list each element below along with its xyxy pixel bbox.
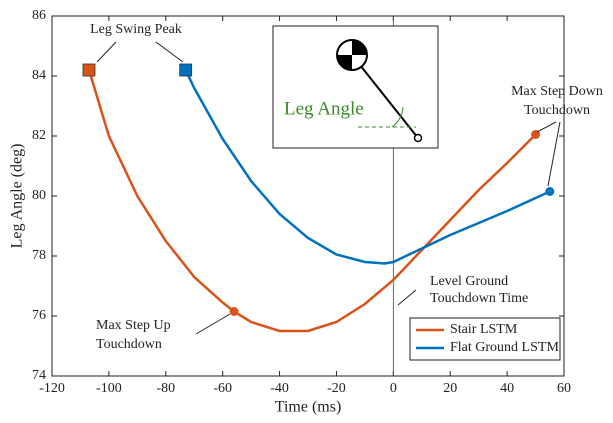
- marker: [83, 64, 95, 76]
- pointer: [156, 42, 183, 62]
- y-tick-label: 74: [32, 368, 46, 383]
- annotation: Max Step Down: [511, 84, 603, 99]
- x-tick-label: -80: [156, 381, 175, 396]
- pointer: [537, 122, 556, 132]
- y-tick-label: 80: [32, 188, 46, 203]
- marker: [230, 307, 239, 316]
- y-tick-label: 86: [32, 8, 46, 23]
- marker: [545, 187, 554, 196]
- x-tick-label: -120: [39, 381, 65, 396]
- legend-label: Stair LSTM: [450, 322, 518, 337]
- x-tick-label: -60: [213, 381, 232, 396]
- inset-foot: [415, 135, 422, 142]
- annotation: Touchdown: [96, 337, 162, 352]
- x-tick-label: 60: [557, 381, 571, 396]
- x-tick-label: -20: [327, 381, 346, 396]
- annotation: Touchdown Time: [430, 291, 528, 306]
- annotation: Level Ground: [430, 274, 508, 289]
- marker: [180, 64, 192, 76]
- x-tick-label: -100: [96, 381, 122, 396]
- inset-label: Leg Angle: [284, 98, 364, 119]
- y-tick-label: 76: [32, 308, 46, 323]
- x-axis-label: Time (ms): [275, 399, 342, 416]
- pointer: [97, 42, 116, 62]
- annotation: Touchdown: [524, 103, 590, 118]
- x-tick-label: -40: [270, 381, 289, 396]
- x-tick-label: 20: [443, 381, 457, 396]
- x-tick-label: 40: [500, 381, 514, 396]
- chart: Leg Angle Leg Swing Peak Max Step Down T…: [0, 0, 613, 418]
- pointer: [196, 314, 230, 334]
- y-tick-label: 82: [32, 128, 46, 143]
- y-tick-label: 78: [32, 248, 46, 263]
- y-tick-label: 84: [32, 68, 46, 83]
- y-axis-label: Leg Angle (deg): [9, 144, 26, 249]
- legend-label: Flat Ground LSTM: [450, 340, 559, 355]
- annotation: Leg Swing Peak: [90, 22, 182, 37]
- pointer: [548, 122, 560, 186]
- x-tick-label: 0: [390, 381, 397, 396]
- annotation: Max Step Up: [96, 318, 171, 333]
- pointer: [398, 290, 416, 305]
